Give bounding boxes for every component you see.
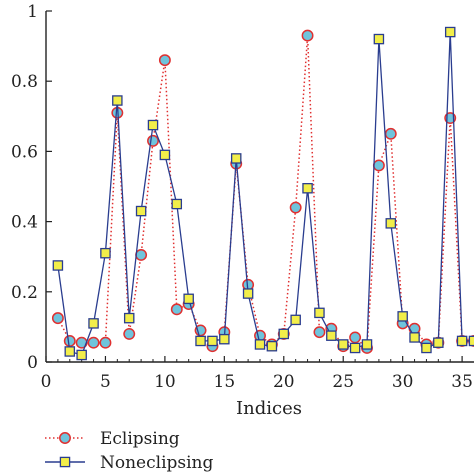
- data-point: [147, 134, 159, 147]
- legend-label: Eclipsing: [100, 429, 180, 449]
- data-point: [135, 205, 147, 217]
- data-point: [302, 183, 313, 194]
- data-point: [361, 339, 373, 350]
- x-tick-label: 10: [154, 372, 176, 392]
- data-point: [219, 333, 230, 345]
- data-point: [195, 335, 206, 347]
- data-point: [99, 336, 112, 349]
- data-point: [289, 201, 302, 214]
- data-point: [147, 119, 159, 131]
- data-point: [88, 318, 99, 329]
- data-point: [468, 335, 474, 347]
- data-point: [397, 311, 408, 322]
- data-point: [301, 29, 314, 42]
- data-point: [183, 293, 194, 305]
- data-point: [112, 95, 123, 106]
- x-tick-label: 15: [214, 372, 236, 392]
- legend-marker: [59, 432, 71, 444]
- y-tick-label: 1: [27, 2, 38, 22]
- data-point: [242, 288, 254, 299]
- data-point: [51, 312, 64, 325]
- y-tick-label: 0: [27, 353, 38, 373]
- data-point: [456, 335, 468, 347]
- x-tick-label: 20: [273, 372, 295, 392]
- series-noneclipsing: [52, 26, 474, 361]
- legend-marker: [59, 456, 71, 468]
- series-line-noneclipsing: [57, 32, 474, 356]
- data-point: [314, 307, 325, 319]
- x-tick-label: 25: [332, 372, 354, 392]
- legend: Eclipsing Noneclipsing: [45, 429, 214, 473]
- data-point: [170, 303, 183, 316]
- data-point: [64, 346, 76, 357]
- data-point: [444, 26, 456, 38]
- data-point: [433, 337, 444, 348]
- data-point: [76, 349, 87, 361]
- legend-label: Noneclipsing: [100, 453, 214, 473]
- y-tick-label: 0.2: [11, 283, 38, 303]
- data-point: [384, 127, 397, 140]
- x-tick-label: 35: [451, 372, 473, 392]
- data-point: [207, 335, 218, 347]
- legend-item: Eclipsing: [45, 429, 180, 449]
- data-point: [63, 334, 76, 347]
- legend-item: Noneclipsing: [45, 453, 214, 473]
- data-point: [52, 260, 64, 271]
- series-layer: [51, 26, 474, 361]
- y-tick-label: 0.6: [11, 142, 38, 162]
- data-point: [290, 314, 301, 326]
- data-point: [373, 33, 385, 45]
- data-point: [385, 218, 397, 229]
- data-point: [158, 54, 171, 67]
- data-point: [135, 248, 148, 261]
- data-point: [313, 326, 326, 339]
- data-point: [123, 312, 135, 324]
- x-axis-title: Indices: [236, 398, 302, 419]
- data-point: [349, 342, 361, 354]
- y-tick-label: 0.8: [11, 72, 38, 92]
- data-point: [337, 339, 349, 350]
- data-point: [421, 342, 432, 354]
- data-point: [372, 159, 385, 172]
- x-tick-label: 0: [41, 372, 52, 392]
- data-point: [123, 327, 136, 340]
- data-point: [254, 339, 266, 350]
- data-point: [87, 336, 100, 349]
- data-point: [171, 198, 183, 210]
- data-point: [159, 149, 171, 161]
- data-point: [100, 247, 111, 259]
- data-point: [409, 332, 420, 343]
- x-tick-label: 5: [100, 372, 111, 392]
- series-eclipsing: [51, 29, 474, 354]
- data-point: [266, 340, 278, 352]
- data-point: [230, 153, 242, 164]
- data-point: [278, 328, 290, 340]
- series-line-eclipsing: [57, 35, 474, 350]
- y-tick-label: 0.4: [11, 213, 38, 233]
- data-point: [326, 330, 337, 341]
- x-tick-label: 30: [392, 372, 414, 392]
- data-point: [349, 331, 362, 344]
